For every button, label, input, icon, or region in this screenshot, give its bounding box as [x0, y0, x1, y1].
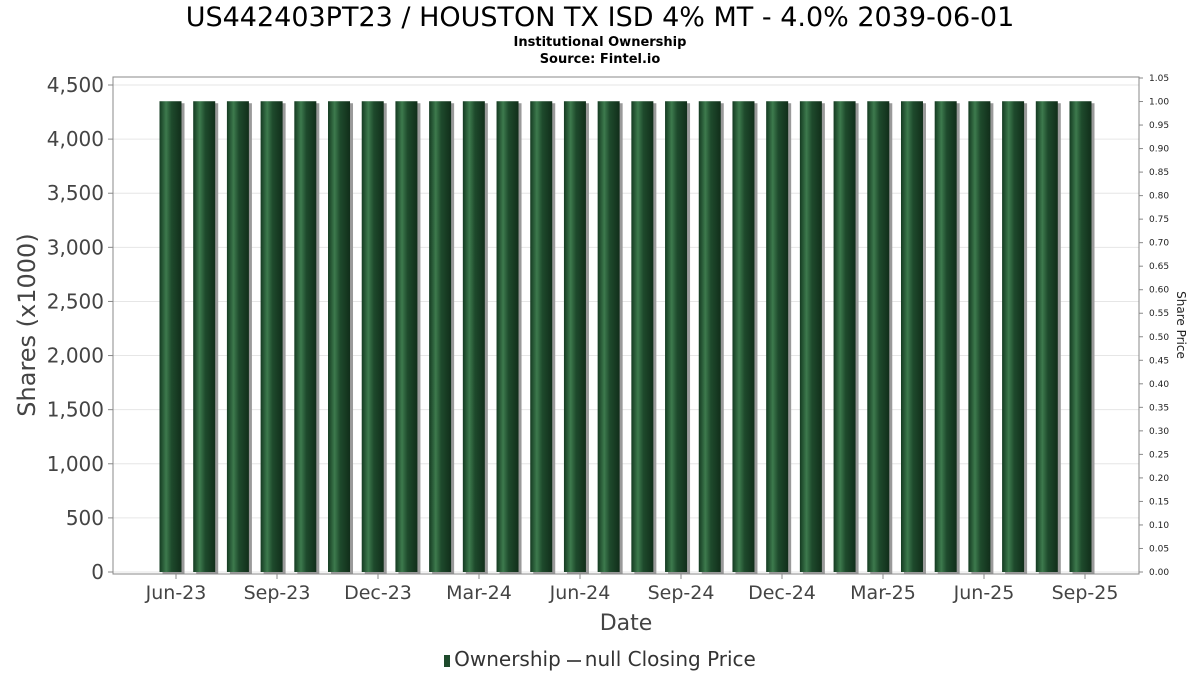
y-tick-label: 2,000 [47, 344, 104, 368]
x-axis-label: Date [600, 611, 653, 636]
y2-tick-label: 0.35 [1149, 403, 1169, 413]
ownership-bar [361, 101, 384, 572]
x-tick-label: Sep-24 [648, 582, 715, 604]
chart-title: US442403PT23 / HOUSTON TX ISD 4% MT - 4.… [185, 2, 1015, 33]
y2-tick-label: 0.25 [1149, 450, 1169, 460]
y2-tick-label: 0.65 [1149, 262, 1169, 272]
legend-bar-swatch-icon [444, 654, 451, 667]
legend-ownership: Ownership [454, 647, 561, 671]
y-tick-label: 0 [91, 560, 104, 584]
y2-tick-label: 0.95 [1149, 121, 1169, 131]
x-tick-label: Jun-24 [549, 582, 611, 604]
ownership-bar [395, 101, 418, 572]
y2-tick-label: 0.75 [1149, 215, 1169, 225]
ownership-bar [193, 101, 216, 572]
ownership-bar [968, 101, 991, 572]
plot-frame [112, 76, 1140, 575]
legend: Ownership null Closing Price [0, 647, 1200, 671]
ownership-bar [833, 101, 856, 572]
x-tick-label: Jun-25 [953, 582, 1015, 604]
ownership-bar [159, 101, 182, 572]
y2-tick-label: 0.00 [1149, 568, 1169, 578]
y2-tick-label: 0.45 [1149, 356, 1169, 366]
x-tick-label: Jun-23 [145, 582, 207, 604]
y2-tick-label: 0.70 [1149, 239, 1169, 249]
y2-tick-label: 0.50 [1149, 333, 1169, 343]
y2-tick-label: 0.20 [1149, 474, 1169, 484]
x-axis-ticks: Jun-23 Sep-23 Dec-23 Mar-24 Jun-24 Sep-24 Dec-… [145, 574, 1119, 604]
x-tick-label: Dec-23 [344, 582, 412, 604]
y2-tick-label: 1.00 [1149, 98, 1169, 108]
ownership-bar [934, 101, 957, 572]
ownership-bar [631, 101, 654, 572]
ownership-bar [1002, 101, 1025, 572]
y2-tick-label: 0.60 [1149, 286, 1169, 296]
y2-tick-label: 0.30 [1149, 427, 1169, 437]
ownership-bar [732, 101, 755, 572]
ownership-bar [226, 101, 249, 572]
bars [159, 101, 1095, 574]
chart-source: Source: Fintel.io [539, 52, 661, 67]
y2-tick-label: 0.80 [1149, 192, 1169, 202]
y-tick-label: 500 [66, 506, 104, 530]
ownership-bar [294, 101, 317, 572]
y2-tick-label: 0.40 [1149, 380, 1169, 390]
ownership-bar [799, 101, 822, 572]
y2-tick-label: 0.90 [1149, 145, 1169, 155]
ownership-bar [665, 101, 688, 572]
y2-axis-label: Share Price [1174, 291, 1188, 359]
ownership-bar [900, 101, 923, 572]
y-tick-label: 1,000 [47, 452, 104, 476]
ownership-bar [766, 101, 789, 572]
chart-subtitle: Institutional Ownership [513, 35, 687, 50]
y2-tick-label: 0.85 [1149, 168, 1169, 178]
ownership-bar [1035, 101, 1058, 572]
y2-tick-label: 1.05 [1149, 74, 1169, 84]
y-tick-label: 4,500 [47, 73, 104, 97]
ownership-bar [1069, 101, 1092, 572]
ownership-bar [462, 101, 485, 572]
y-tick-label: 1,500 [47, 398, 104, 422]
ownership-bar [328, 101, 351, 572]
y-axis-ticks: 0 500 1,000 1,500 2,000 2,500 3,000 3,500 4,000 4… [47, 73, 113, 584]
y2-axis-ticks: 0.00 0.05 0.10 0.15 0.20 0.25 0.30 0.35 0.40 0.45… [1139, 74, 1169, 578]
ownership-bar [530, 101, 553, 572]
x-tick-label: Dec-24 [748, 582, 816, 604]
x-tick-label: Mar-25 [850, 582, 916, 604]
ownership-bar [563, 101, 586, 572]
y-tick-label: 4,000 [47, 127, 104, 151]
x-tick-label: Mar-24 [446, 582, 512, 604]
ownership-bar [496, 101, 519, 572]
x-tick-label: Sep-25 [1052, 582, 1119, 604]
y-tick-label: 3,500 [47, 181, 104, 205]
y-tick-label: 3,000 [47, 235, 104, 259]
y2-tick-label: 0.55 [1149, 309, 1169, 319]
y2-tick-label: 0.05 [1149, 544, 1169, 554]
ownership-bar [867, 101, 890, 572]
x-tick-label: Sep-23 [244, 582, 311, 604]
y2-tick-label: 0.15 [1149, 497, 1169, 507]
y-axis-label: Shares (x1000) [13, 233, 41, 416]
ownership-bar [597, 101, 620, 572]
ownership-bar [698, 101, 721, 572]
ownership-bar [429, 101, 452, 572]
y2-tick-label: 0.10 [1149, 521, 1169, 531]
ownership-bar [260, 101, 283, 572]
legend-closing-price: null Closing Price [584, 647, 756, 671]
legend-line-swatch-icon [566, 659, 581, 662]
y-tick-label: 2,500 [47, 289, 104, 313]
